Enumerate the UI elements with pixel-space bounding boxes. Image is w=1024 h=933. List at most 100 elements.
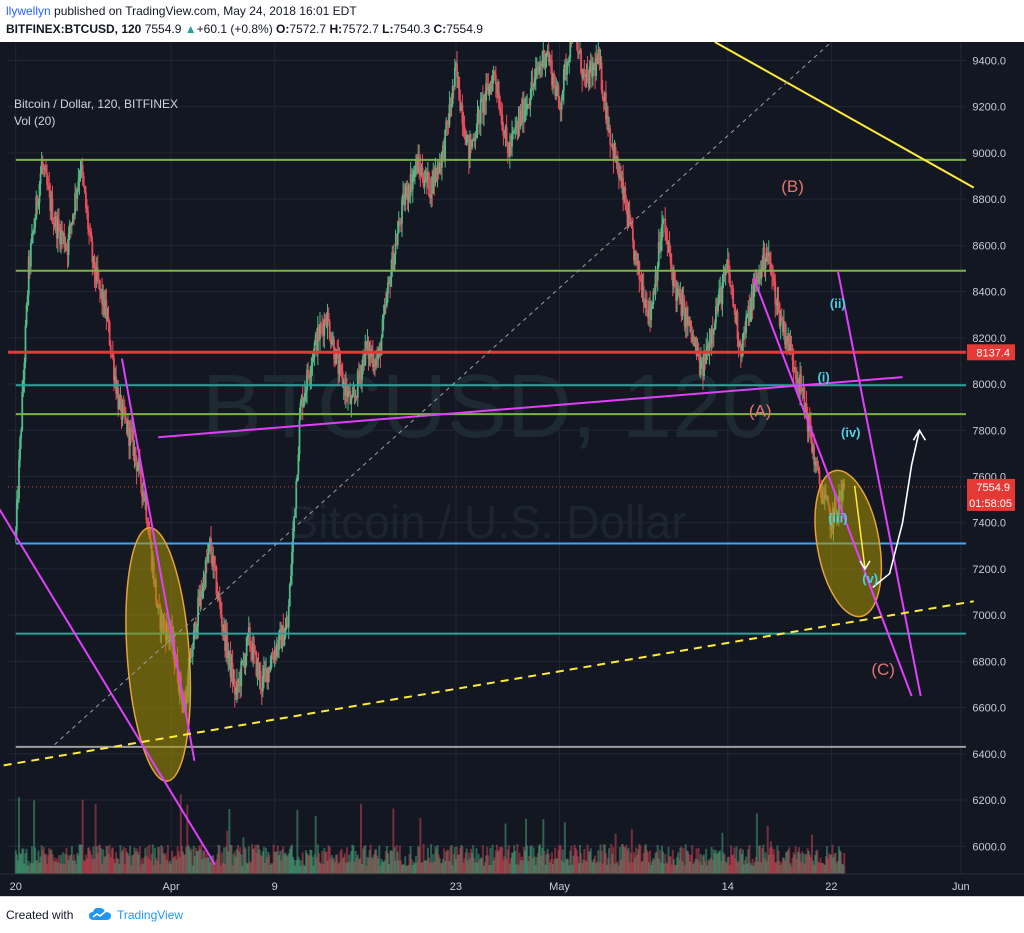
candle-body — [99, 281, 101, 291]
candle-body — [583, 69, 585, 74]
publish-header: llywellyn published on TradingView.com, … — [0, 0, 1024, 42]
time-tick-label: 9 — [272, 881, 278, 893]
time-tick-label: Jun — [952, 881, 970, 893]
candle-body — [732, 289, 734, 307]
candle-body — [819, 471, 821, 484]
price-tick-label: 6400.0 — [972, 749, 1006, 761]
price-tick-label: 8000.0 — [972, 379, 1006, 391]
volume-bar — [360, 804, 362, 874]
chart-area[interactable]: BTCUSD, 120 Bitcoin / U.S. Dollar (B) (A) (C… — [0, 42, 1024, 896]
red-level-tag-label: 8137.4 — [976, 347, 1010, 359]
price-tick-label: 8400.0 — [972, 287, 1006, 299]
price-tick-label: 9200.0 — [972, 102, 1006, 114]
candle-body — [561, 101, 563, 110]
published-text: published on TradingView.com, May 24, 20… — [51, 4, 357, 18]
candle-body — [454, 68, 456, 87]
candle-body — [387, 283, 389, 295]
price-tick-label: 9000.0 — [972, 148, 1006, 160]
candle-body — [577, 43, 579, 53]
candle-body — [34, 219, 36, 227]
price-tick-label: 7000.0 — [972, 610, 1006, 622]
price-axis-panel — [966, 42, 1024, 896]
watermark-name: Bitcoin / U.S. Dollar — [288, 496, 687, 548]
symbol-label: BITFINEX:BTCUSD, 120 — [6, 22, 141, 36]
wave-label: (C) — [871, 660, 895, 679]
wave-label: (i) — [817, 370, 829, 385]
candle-body — [480, 100, 482, 124]
publish-line: llywellyn published on TradingView.com, … — [6, 4, 357, 18]
candle-body — [289, 584, 291, 606]
low-label: L: — [382, 22, 393, 36]
footer: Created with TradingView — [0, 896, 1024, 933]
candle-body — [192, 649, 194, 657]
candle-body — [609, 128, 611, 144]
created-with-text: Created with — [6, 908, 73, 922]
wave-label: (B) — [781, 177, 804, 196]
time-tick-label: May — [549, 881, 570, 893]
candle-body — [295, 481, 297, 508]
candle-body — [800, 375, 802, 391]
price-tick-label: 8200.0 — [972, 333, 1006, 345]
candle-body — [271, 658, 273, 667]
price-tick-label: 8800.0 — [972, 194, 1006, 206]
price-tick-label: 6000.0 — [972, 841, 1006, 853]
candle-body — [558, 86, 560, 98]
candle-body — [40, 174, 42, 184]
time-tick-label: Apr — [163, 881, 180, 893]
high-label: H: — [329, 22, 342, 36]
candle-body — [428, 172, 430, 196]
time-tick-label: 23 — [450, 881, 462, 893]
wave-label: (v) — [862, 571, 878, 586]
close-label: C: — [434, 22, 447, 36]
candle-body — [30, 243, 32, 267]
last-price-tag-label: 7554.9 — [976, 482, 1010, 494]
open-value: 7572.7 — [289, 22, 326, 36]
price-tick-label: 7200.0 — [972, 564, 1006, 576]
watermark-symbol: BTCUSD, 120 — [202, 357, 772, 457]
legend-volume: Vol (20) — [14, 113, 178, 130]
candle-body — [350, 398, 352, 404]
wave-label: (A) — [749, 401, 772, 420]
candle-body — [288, 606, 290, 627]
countdown-label: 01:58:05 — [969, 498, 1012, 510]
candle-body — [260, 671, 262, 688]
candle-body — [729, 274, 731, 285]
candle-body — [506, 127, 508, 142]
candle-body — [713, 330, 715, 335]
legend-title: Bitcoin / Dollar, 120, BITFINEX — [14, 96, 178, 113]
tradingview-cloud-icon — [88, 906, 112, 922]
wave-label: (iii) — [828, 511, 848, 526]
change-arrow-icon: ▲ — [185, 22, 197, 36]
candle-body — [299, 419, 301, 454]
time-tick-label: 20 — [10, 881, 22, 893]
tradingview-link[interactable]: TradingView — [117, 908, 183, 922]
price-tick-label: 6800.0 — [972, 656, 1006, 668]
quote-line: BITFINEX:BTCUSD, 120 7554.9 ▲+60.1 (+0.8… — [6, 22, 483, 36]
price-tick-label: 6200.0 — [972, 795, 1006, 807]
candle-body — [397, 233, 399, 245]
candle-body — [83, 176, 85, 186]
candle-body — [424, 183, 426, 187]
price-tick-label: 9400.0 — [972, 55, 1006, 67]
candle-body — [778, 300, 780, 302]
chart-legend: Bitcoin / Dollar, 120, BITFINEX Vol (20) — [14, 96, 178, 130]
time-tick-label: 14 — [722, 881, 734, 893]
candle-body — [25, 326, 27, 363]
price-tick-label: 8600.0 — [972, 240, 1006, 252]
change-value: +60.1 (+0.8%) — [197, 22, 273, 36]
candle-body — [21, 392, 23, 430]
last-price: 7554.9 — [145, 22, 182, 36]
candle-body — [221, 615, 223, 626]
low-value: 7540.3 — [393, 22, 430, 36]
price-tick-label: 6600.0 — [972, 703, 1006, 715]
author-link[interactable]: llywellyn — [6, 4, 51, 18]
volume-bar — [843, 853, 845, 874]
price-chart[interactable]: BTCUSD, 120 Bitcoin / U.S. Dollar (B) (A) (C… — [0, 42, 1024, 896]
candle-body — [632, 228, 634, 241]
wave-label: (iv) — [841, 425, 861, 440]
wave-label: (ii) — [830, 296, 846, 311]
close-value: 7554.9 — [446, 22, 483, 36]
time-tick-label: 22 — [825, 881, 837, 893]
candle-body — [765, 262, 767, 269]
candle-body — [745, 317, 747, 334]
